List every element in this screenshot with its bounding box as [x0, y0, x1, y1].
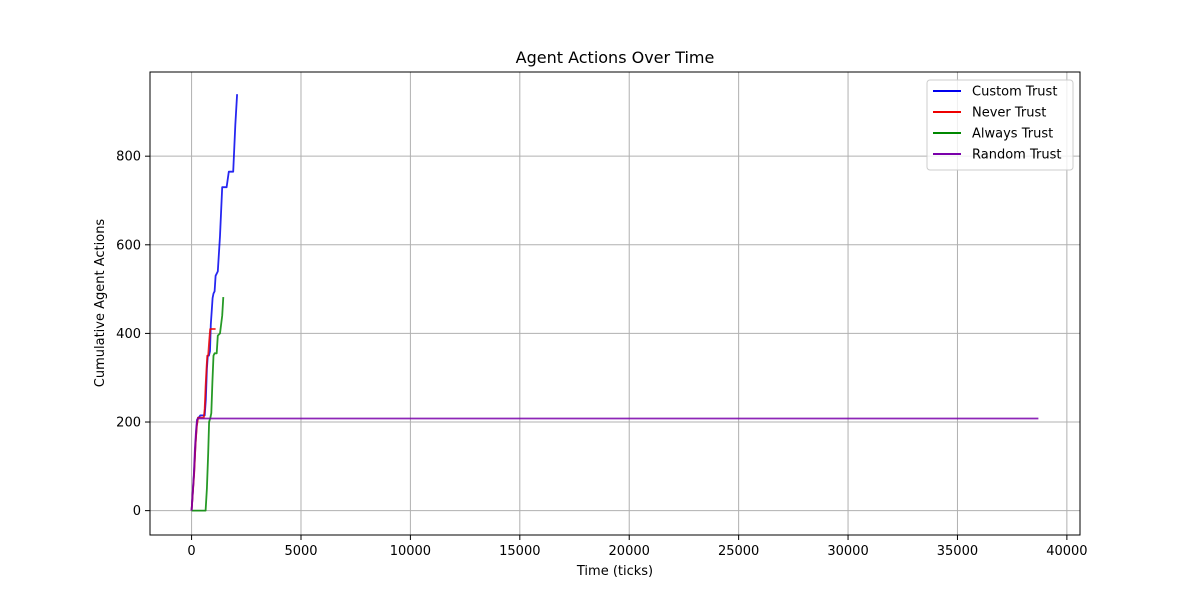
y-axis-label: Cumulative Agent Actions	[93, 219, 108, 388]
legend-box	[926, 79, 1074, 171]
plot-area-frame	[149, 71, 1081, 536]
x-tick-label: 15000	[499, 544, 540, 559]
legend-label: Always Trust	[972, 127, 1053, 142]
x-tick-label: 40000	[1046, 544, 1087, 559]
series-group	[190, 94, 1039, 512]
x-tick-label: 20000	[609, 544, 650, 559]
y-tick-label: 800	[116, 150, 141, 165]
series-line-random-trust	[190, 417, 1039, 511]
x-tick-label: 10000	[390, 544, 431, 559]
y-tick-label: 0	[133, 504, 141, 519]
legend-label: Never Trust	[972, 106, 1046, 121]
y-tick-label: 200	[116, 416, 141, 431]
legend-label: Custom Trust	[972, 85, 1057, 100]
legend-label: Random Trust	[972, 148, 1061, 163]
y-tick-label: 600	[116, 238, 141, 253]
x-tick-label: 35000	[937, 544, 978, 559]
series-line-always-trust	[191, 297, 225, 512]
ticks: 0 5000 10000 15000 20000 25000 30000 35000 40000…	[116, 150, 1087, 559]
x-tick-label: 30000	[827, 544, 868, 559]
x-tick-label: 5000	[284, 544, 317, 559]
legend: Custom Trust Never Trust Always Trust Rando…	[926, 79, 1074, 171]
y-tick-label: 400	[116, 327, 141, 342]
x-tick-label: 25000	[718, 544, 759, 559]
chart-title: Agent Actions Over Time	[516, 48, 715, 67]
x-tick-label: 0	[187, 544, 195, 559]
x-axis-label: Time (ticks)	[576, 564, 653, 579]
